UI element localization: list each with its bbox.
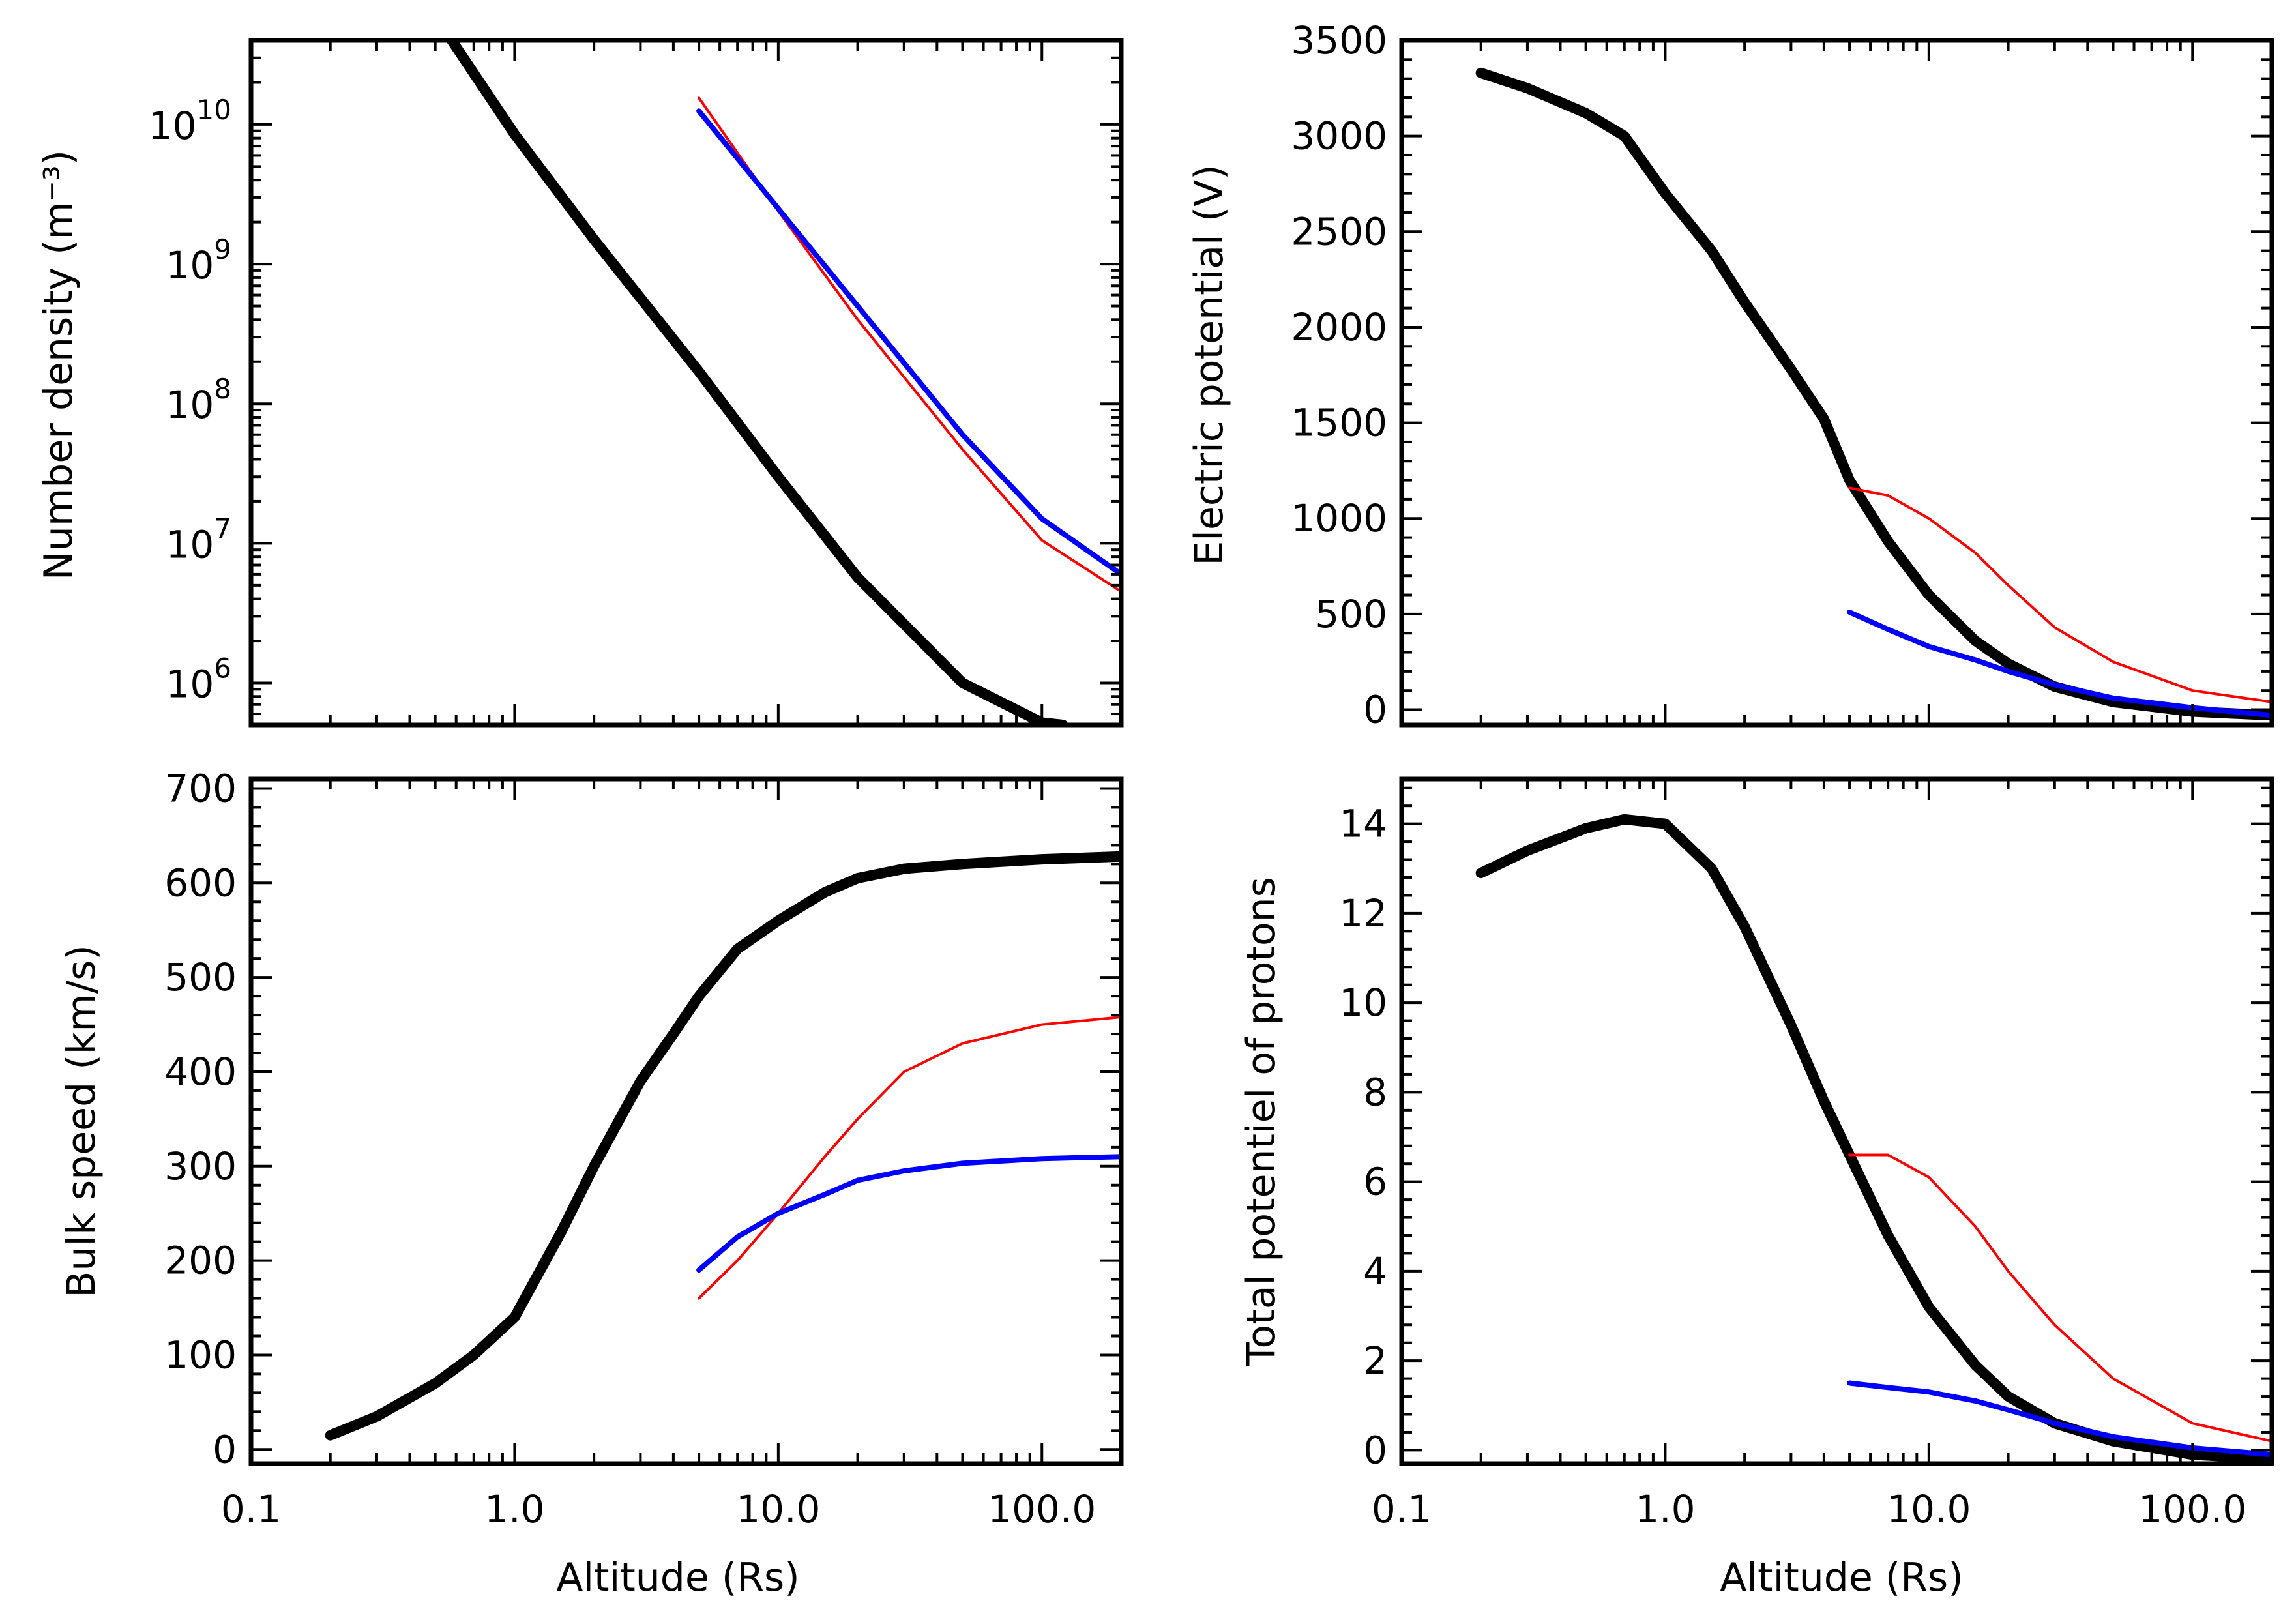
y-tick-label: 300 [164,1144,237,1188]
y-tick-label: 8 [1363,1070,1387,1114]
panel-number-density: Number density (m⁻³) 106 107 108 109 1010 [36,38,1124,728]
series-line-blue [1847,1380,2272,1458]
y-tick-label: 1010 [149,94,231,148]
series-line-blue [696,1154,1121,1273]
plot-frame [1399,38,2274,728]
series-line-red [698,96,1121,593]
plot-frame [248,776,1124,1466]
y-tick-label: 2500 [1291,209,1387,254]
chart-area: 0 2 4 6 8 10 12 14 0.1 1.0 10.0 100.0 [1339,776,2274,1531]
series-line-red [698,1016,1121,1300]
y-tick-label: 10 [1339,981,1387,1025]
y-tick-label: 3000 [1291,114,1387,158]
y-tick-label: 600 [164,861,237,905]
series-line-black [1475,67,2272,721]
series-group [1475,67,2272,721]
series-line-black [1475,814,2272,1464]
y-tick-label: 0 [1363,1428,1387,1472]
y-tick-label: 200 [164,1239,237,1283]
series-group [445,40,1121,725]
y-tick-label: 100 [164,1333,237,1377]
y-tick-label: 6 [1363,1160,1387,1204]
y-tick-label: 14 [1339,802,1387,846]
chart-area: 0 100 200 300 400 500 600 700 0.1 1.0 10.0 100.0 [164,766,1124,1531]
series-group [325,851,1121,1441]
y-tick-label: 3500 [1291,18,1387,63]
x-axis-label: Altitude (Rs) [556,1555,799,1600]
series-line-red [1848,1153,2272,1443]
x-tick-label: 1.0 [484,1487,544,1531]
x-tick-label: 0.1 [221,1487,281,1531]
panel-electric-potential: Electric potential (V) 0 500 1000 1500 2000 2… [1186,18,2274,732]
x-axis-label: Altitude (Rs) [1720,1555,1963,1600]
y-tick-label: 0 [213,1427,237,1471]
y-axis-label: Electric potential (V) [1186,164,1232,565]
chart-area: 0 500 1000 1500 2000 2500 3000 3500 [1291,18,2274,732]
y-tick-label: 12 [1339,891,1387,936]
panel-total-potential: Total potentiel of protons Altitude (Rs)… [1239,776,2274,1600]
x-tick-label: 10.0 [1887,1487,1971,1531]
y-tick-label: 109 [166,233,231,288]
series-line-blue [1847,610,2272,718]
plot-frame [1399,776,2274,1466]
y-tick-label: 2000 [1291,305,1387,349]
y-axis-label: Total potentiel of protons [1239,877,1284,1366]
y-tick-label: 500 [164,955,237,999]
y-axis-label: Bulk speed (km/s) [59,945,104,1298]
y-tick-label: 1000 [1291,496,1387,540]
y-tick-label: 500 [1315,592,1387,636]
x-tick-label: 1.0 [1635,1487,1695,1531]
x-tick-label: 100.0 [988,1487,1096,1531]
panel-bulk-speed: Bulk speed (km/s) Altitude (Rs) 0 100 200 3… [59,766,1124,1600]
y-tick-label: 400 [164,1050,237,1094]
x-tick-label: 100.0 [2138,1487,2246,1531]
y-tick-label: 107 [166,512,231,567]
y-tick-label: 106 [166,653,231,707]
y-tick-label: 700 [164,766,237,810]
chart-area: 106 107 108 109 1010 [149,38,1124,728]
plot-frame [248,38,1124,728]
y-tick-label: 4 [1363,1249,1387,1293]
y-tick-label: 1500 [1291,401,1387,445]
x-tick-label: 10.0 [736,1487,820,1531]
y-axis-label: Number density (m⁻³) [36,150,81,580]
series-line-blue [696,108,1121,577]
y-tick-label: 0 [1363,688,1387,732]
series-line-black [325,851,1121,1441]
series-line-red [1848,486,2272,703]
y-tick-label: 2 [1363,1338,1387,1383]
y-tick-label: 108 [166,373,231,427]
series-group [1475,814,2272,1464]
series-line-black [445,40,1068,725]
x-tick-label: 0.1 [1372,1487,1432,1531]
